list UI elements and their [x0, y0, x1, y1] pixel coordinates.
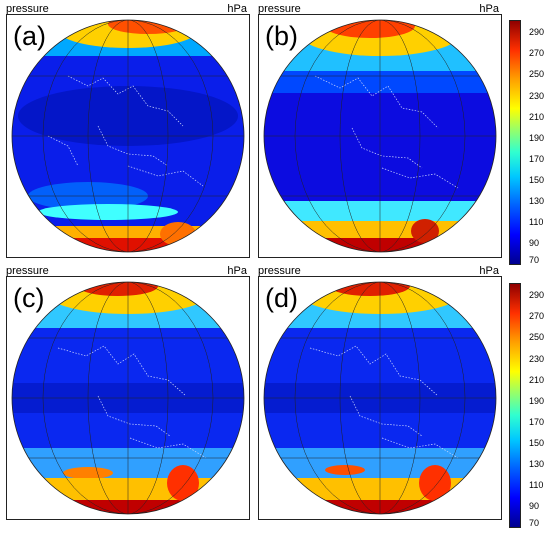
- colorbar-tick: 170: [529, 417, 545, 427]
- colorbar-tick: 230: [529, 354, 545, 364]
- colorbar-top: 290 270 250 230 210 190 170 150 130 110 …: [509, 20, 550, 265]
- colorbar-tick: 90: [529, 501, 540, 511]
- colorbar-tick: 210: [529, 112, 545, 122]
- unit-label: hPa: [479, 265, 499, 277]
- colorbar-tick: 290: [529, 290, 545, 300]
- panel-tag: (b): [265, 21, 298, 51]
- colorbar-tick: 250: [529, 69, 545, 79]
- colorbar-gradient: [509, 283, 521, 528]
- colorbar-tick: 150: [529, 175, 545, 185]
- colorbar-tick: 250: [529, 332, 545, 342]
- colorbar-tick: 150: [529, 438, 545, 448]
- colorbar-tick: 270: [529, 311, 545, 321]
- colorbar-tick: 230: [529, 91, 545, 101]
- globe-map: [263, 281, 497, 515]
- colorbar-tick: 290: [529, 27, 545, 37]
- colorbar-tick: 110: [529, 217, 544, 227]
- globe-map: [263, 19, 497, 253]
- colorbar-tick: 190: [529, 396, 545, 406]
- map-panel-a: pressure hPa (a): [6, 4, 251, 259]
- unit-label: hPa: [227, 265, 247, 277]
- colorbar-tick: 110: [529, 480, 544, 490]
- unit-label: hPa: [479, 3, 499, 15]
- colorbar-tick: 210: [529, 375, 545, 385]
- globe-map: [11, 19, 245, 253]
- colorbar-tick: 90: [529, 238, 540, 248]
- colorbar-tick: 130: [529, 196, 545, 206]
- unit-label: hPa: [227, 3, 247, 15]
- panel-tag: (d): [265, 283, 298, 313]
- colorbar-gradient: [509, 20, 521, 265]
- variable-label: pressure: [258, 265, 301, 277]
- colorbar-tick: 270: [529, 48, 545, 58]
- variable-label: pressure: [6, 265, 49, 277]
- colorbar-tick: 170: [529, 154, 545, 164]
- colorbar-tick: 130: [529, 459, 545, 469]
- globe-map: [11, 281, 245, 515]
- colorbar-tick: 70: [529, 255, 540, 265]
- colorbar-bottom: 290 270 250 230 210 190 170 150 130 110 …: [509, 283, 550, 528]
- variable-label: pressure: [258, 3, 301, 15]
- map-panel-d: pressure hPa (d): [258, 266, 503, 521]
- panel-tag: (a): [13, 21, 46, 51]
- panel-tag: (c): [13, 283, 45, 313]
- variable-label: pressure: [6, 3, 49, 15]
- colorbar-tick: 190: [529, 133, 545, 143]
- map-panel-c: pressure hPa (c): [6, 266, 251, 521]
- colorbar-tick: 70: [529, 518, 540, 528]
- map-panel-b: pressure hPa (b): [258, 4, 503, 259]
